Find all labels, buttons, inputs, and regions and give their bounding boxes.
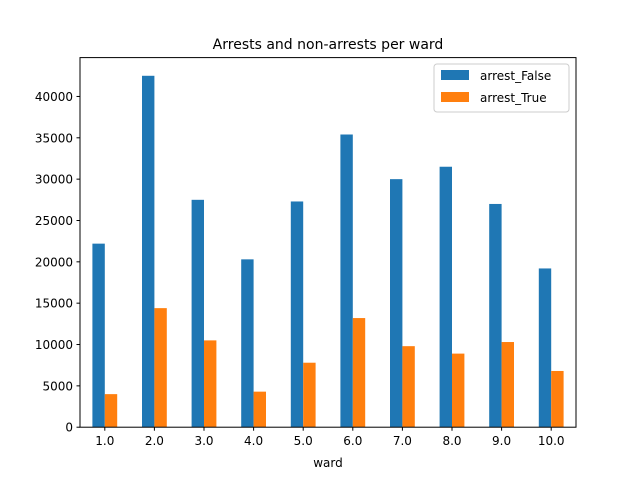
bar-arrest-false-ward-3	[191, 199, 204, 428]
bar-arrest-false-ward-9	[489, 203, 502, 428]
x-tick-label: 6.0	[343, 434, 362, 448]
bar-arrest-false-ward-10	[538, 268, 552, 428]
legend-swatch-arrest-false	[441, 70, 469, 80]
bar-arrest-true-ward-4	[253, 391, 266, 428]
y-tick-label: 35000	[35, 131, 73, 145]
bar-arrest-false-ward-5	[290, 201, 304, 428]
bar-arrest-false-ward-2	[142, 75, 155, 428]
y-tick-label: 15000	[35, 297, 73, 311]
x-tick-label: 1.0	[95, 434, 114, 448]
bar-arrest-false-ward-7	[390, 179, 403, 428]
y-tick-label: 30000	[35, 173, 73, 187]
bar-arrest-false-ward-1	[92, 243, 105, 428]
bar-arrest-true-ward-8	[452, 353, 465, 428]
y-tick-label: 20000	[35, 255, 73, 269]
bar-arrest-true-ward-9	[501, 342, 514, 428]
x-tick-label: 4.0	[244, 434, 263, 448]
x-tick-label: 10.0	[538, 434, 565, 448]
x-tick-label: 3.0	[194, 434, 213, 448]
x-tick-label: 7.0	[393, 434, 412, 448]
plot-frame	[79, 57, 577, 428]
bar-arrest-true-ward-7	[402, 346, 415, 428]
bar-arrest-false-ward-4	[241, 259, 254, 428]
bar-arrest-true-ward-6	[352, 318, 366, 428]
legend-label-arrest-false: arrest_False	[480, 69, 551, 83]
y-axis-ticks: 0 5000 10000 15000 20000 25000 30000 35000 40000	[35, 90, 80, 435]
bar-arrest-true-ward-1	[104, 394, 118, 428]
chart-title: Arrests and non-arrests per ward	[213, 37, 444, 53]
bar-arrest-true-ward-5	[303, 362, 316, 428]
y-tick-label: 10000	[35, 338, 73, 352]
x-tick-label: 2.0	[145, 434, 164, 448]
x-tick-label: 9.0	[492, 434, 511, 448]
x-axis-label: ward	[313, 456, 343, 470]
y-tick-label: 25000	[35, 214, 73, 228]
bars-group	[92, 75, 564, 428]
x-tick-label: 8.0	[442, 434, 461, 448]
legend: arrest_False arrest_True	[433, 63, 570, 113]
y-tick-label: 40000	[35, 90, 73, 104]
legend-swatch-arrest-true	[441, 92, 469, 102]
y-tick-label: 5000	[42, 379, 73, 393]
bar-arrest-true-ward-3	[204, 340, 217, 428]
x-axis-ticks: 1.0 2.0 3.0 4.0 5.0 6.0 7.0 8.0 9.0 10.0	[95, 427, 565, 448]
bar-arrest-false-ward-8	[439, 166, 452, 428]
x-tick-label: 5.0	[294, 434, 313, 448]
bar-arrest-true-ward-10	[551, 370, 564, 428]
y-tick-label: 0	[65, 421, 73, 435]
legend-label-arrest-true: arrest_True	[480, 91, 547, 105]
bar-arrest-true-ward-2	[154, 308, 167, 428]
bar-arrest-false-ward-6	[340, 134, 353, 428]
